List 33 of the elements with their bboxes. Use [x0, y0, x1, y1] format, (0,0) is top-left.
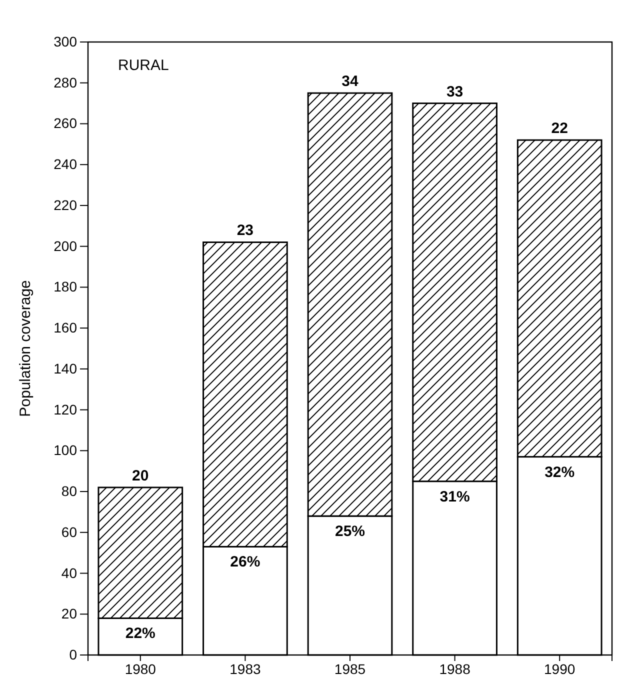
y-tick-label: 240 — [54, 156, 78, 172]
annotation: 34 — [342, 73, 359, 90]
annotation: 26% — [230, 554, 260, 571]
y-tick-label: 180 — [54, 278, 78, 295]
y-tick-label: 220 — [54, 196, 78, 213]
y-tick-label: 0 — [69, 646, 78, 662]
x-tick-label: 1980 — [124, 660, 156, 677]
y-tick-label: 20 — [61, 606, 78, 622]
x-tick-label: 1988 — [439, 660, 471, 677]
annotation: RURAL — [118, 57, 169, 74]
annotation: 22% — [125, 625, 156, 642]
annotation: 20 — [132, 467, 149, 484]
annotation: 31% — [440, 488, 470, 506]
y-axis-title: Population coverage — [17, 280, 34, 417]
y-tick-label: 120 — [54, 401, 78, 418]
annotation: 23 — [236, 222, 254, 240]
annotation: 22 — [551, 120, 568, 138]
y-tick-label: 100 — [54, 442, 78, 458]
y-tick-label: 260 — [54, 115, 78, 132]
annotation: 32% — [544, 464, 575, 481]
annotation: 33 — [446, 83, 464, 100]
x-tick-label: 1983 — [230, 660, 261, 677]
y-tick-label: 300 — [54, 33, 78, 50]
x-tick-label: 1990 — [544, 660, 576, 677]
y-tick-label: 60 — [61, 524, 78, 540]
annotation: 25% — [334, 523, 366, 540]
y-tick-label: 280 — [54, 74, 78, 90]
y-tick-label: 80 — [61, 483, 78, 500]
y-tick-label: 200 — [54, 238, 78, 254]
x-tick-label: 1985 — [334, 660, 366, 677]
y-tick-label: 160 — [54, 320, 78, 336]
y-tick-label: 140 — [54, 360, 78, 376]
y-tick-label: 40 — [61, 564, 78, 581]
